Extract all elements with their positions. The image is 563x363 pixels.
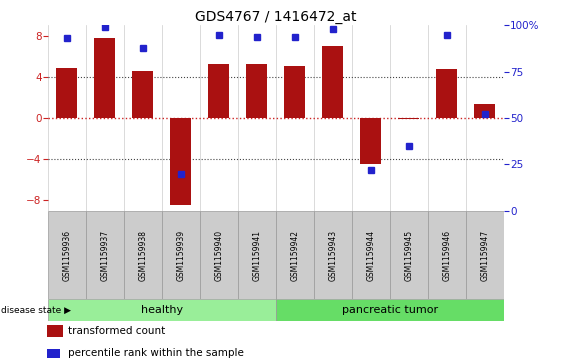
Bar bbox=[466, 211, 504, 299]
Text: percentile rank within the sample: percentile rank within the sample bbox=[68, 348, 243, 358]
Title: GDS4767 / 1416472_at: GDS4767 / 1416472_at bbox=[195, 11, 356, 24]
Bar bbox=[314, 211, 352, 299]
Text: GSM1159936: GSM1159936 bbox=[62, 229, 72, 281]
Bar bbox=[132, 71, 153, 118]
Text: GSM1159947: GSM1159947 bbox=[480, 229, 489, 281]
Text: GSM1159946: GSM1159946 bbox=[443, 229, 452, 281]
Bar bbox=[48, 299, 276, 321]
Bar bbox=[95, 38, 115, 118]
Text: transformed count: transformed count bbox=[68, 326, 165, 336]
Text: GSM1159943: GSM1159943 bbox=[328, 229, 337, 281]
Bar bbox=[47, 349, 60, 358]
Bar bbox=[238, 211, 276, 299]
Bar bbox=[428, 211, 466, 299]
Bar bbox=[171, 118, 191, 205]
Text: GSM1159942: GSM1159942 bbox=[291, 229, 300, 281]
Bar bbox=[352, 211, 390, 299]
Text: GSM1159939: GSM1159939 bbox=[176, 229, 185, 281]
Text: GSM1159940: GSM1159940 bbox=[215, 229, 224, 281]
Text: GSM1159944: GSM1159944 bbox=[367, 229, 376, 281]
Bar bbox=[475, 103, 495, 118]
Text: GSM1159938: GSM1159938 bbox=[138, 229, 148, 281]
Bar bbox=[247, 65, 267, 118]
Text: disease state ▶: disease state ▶ bbox=[1, 306, 70, 315]
Bar bbox=[48, 211, 86, 299]
Text: GSM1159945: GSM1159945 bbox=[404, 229, 413, 281]
Bar bbox=[124, 211, 162, 299]
Bar bbox=[208, 65, 229, 118]
Bar bbox=[56, 68, 77, 118]
Bar bbox=[360, 118, 381, 164]
Text: healthy: healthy bbox=[141, 305, 183, 315]
Bar bbox=[390, 211, 428, 299]
Bar bbox=[276, 211, 314, 299]
Bar bbox=[284, 66, 305, 118]
Bar bbox=[276, 299, 504, 321]
Bar bbox=[436, 69, 457, 118]
Text: GSM1159941: GSM1159941 bbox=[252, 229, 261, 281]
Text: pancreatic tumor: pancreatic tumor bbox=[342, 305, 438, 315]
Text: GSM1159937: GSM1159937 bbox=[100, 229, 109, 281]
Bar bbox=[86, 211, 124, 299]
Bar bbox=[47, 325, 63, 337]
Bar bbox=[323, 46, 343, 118]
Bar bbox=[162, 211, 200, 299]
Bar bbox=[399, 118, 419, 119]
Bar bbox=[200, 211, 238, 299]
